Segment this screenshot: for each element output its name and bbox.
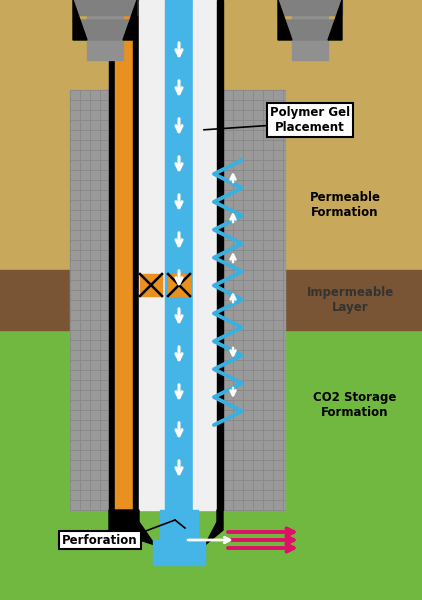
Bar: [217, 0, 223, 510]
Bar: [165, 0, 193, 510]
Polygon shape: [109, 510, 155, 545]
Bar: [133, 0, 139, 510]
Bar: [292, 0, 328, 60]
Polygon shape: [73, 20, 137, 40]
Text: Polymer Gel
Placement: Polymer Gel Placement: [270, 106, 350, 134]
Bar: [223, 90, 285, 510]
Text: Permeable
Formation: Permeable Formation: [309, 191, 381, 219]
Bar: [115, 0, 133, 510]
Polygon shape: [73, 0, 87, 40]
Polygon shape: [278, 0, 342, 15]
Polygon shape: [278, 20, 342, 40]
Bar: [109, 0, 115, 510]
Polygon shape: [73, 0, 137, 15]
Polygon shape: [278, 0, 292, 40]
Bar: [87, 0, 123, 60]
Bar: [193, 0, 217, 510]
Text: Impermeable
Layer: Impermeable Layer: [306, 286, 394, 314]
Bar: [0, 330, 422, 600]
Bar: [140, 274, 162, 296]
Bar: [70, 90, 109, 510]
Text: CO2 Storage
Formation: CO2 Storage Formation: [313, 391, 397, 419]
Bar: [139, 0, 165, 510]
Polygon shape: [123, 0, 137, 40]
Bar: [168, 274, 190, 296]
Polygon shape: [328, 0, 342, 40]
Bar: [0, 270, 422, 330]
Text: Perforation: Perforation: [62, 533, 138, 547]
Polygon shape: [205, 510, 223, 545]
Polygon shape: [153, 510, 205, 565]
